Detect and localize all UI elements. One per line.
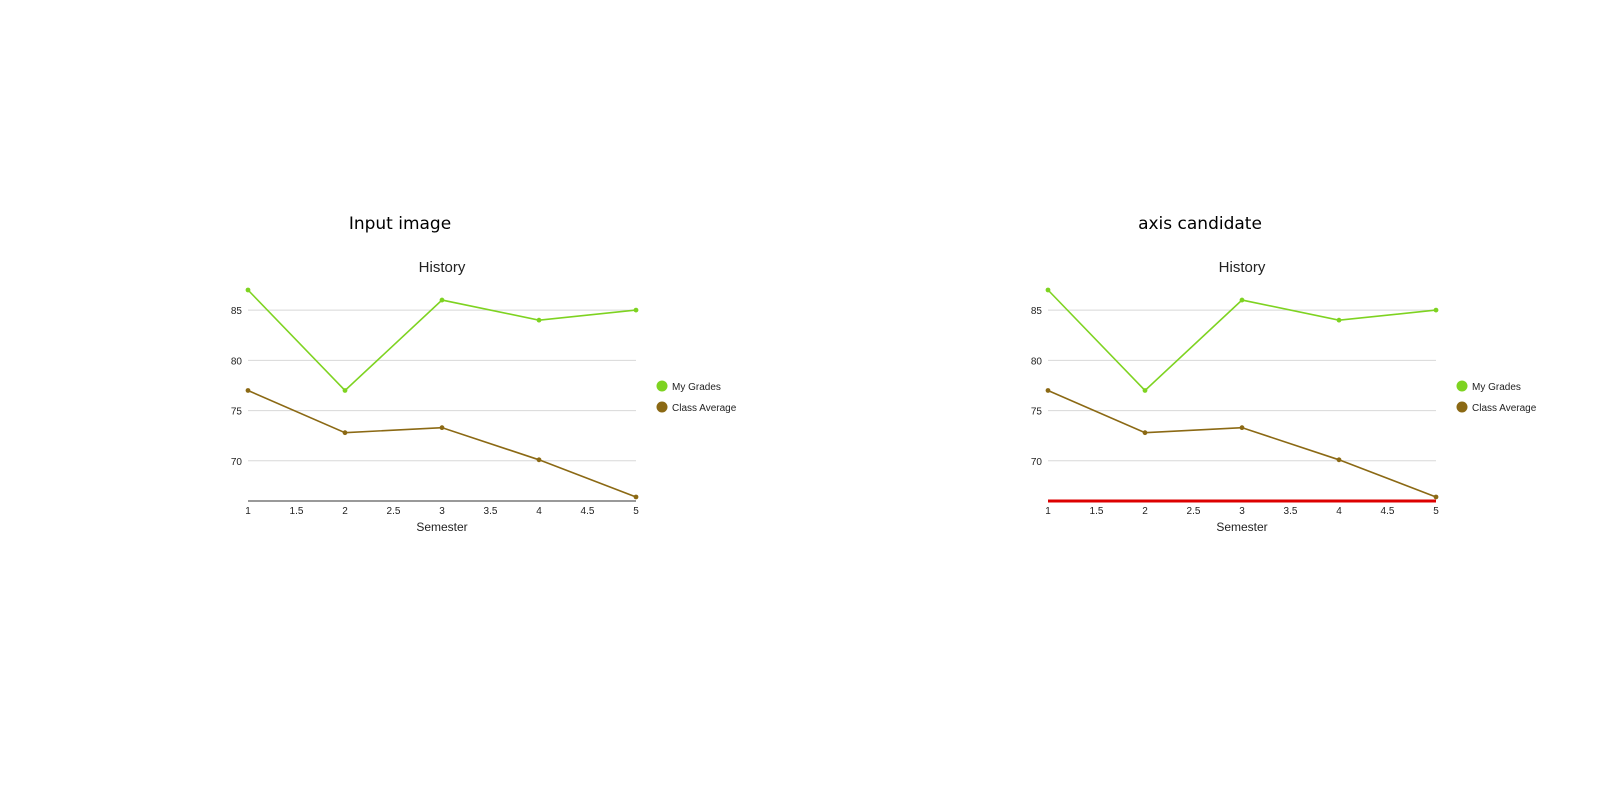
x-tick-label: 1.5 <box>290 506 304 517</box>
x-tick-label: 2.5 <box>1187 506 1201 517</box>
data-point <box>1239 297 1245 303</box>
chart-title: History <box>419 259 466 276</box>
y-tick-label: 75 <box>1031 407 1043 418</box>
y-tick-label: 85 <box>1031 306 1043 317</box>
legend-label: My Grades <box>672 382 721 393</box>
series-line <box>1047 389 1437 498</box>
x-tick-label: 3 <box>1239 506 1245 517</box>
data-point <box>1142 430 1148 436</box>
x-tick-label: 4.5 <box>581 506 595 517</box>
data-point <box>633 494 639 500</box>
x-tick-label: 4 <box>1336 506 1342 517</box>
data-point <box>1433 494 1439 500</box>
data-point <box>439 297 445 303</box>
series-line <box>247 289 637 392</box>
x-tick-label: 2.5 <box>387 506 401 517</box>
line-chart: History 70 75 80 85 1 1.5 2 2.5 3 3.5 4 4.5 5 Semester… <box>1031 259 1537 534</box>
legend-marker <box>656 401 668 413</box>
data-point <box>1045 287 1051 293</box>
data-point <box>1336 317 1342 323</box>
y-tick-label: 80 <box>231 356 243 367</box>
data-point <box>1336 457 1342 463</box>
x-tick-label: 1 <box>1045 506 1051 517</box>
x-axis-title: Semester <box>1216 520 1267 534</box>
panel-title: Input image <box>348 214 452 234</box>
data-point <box>1239 425 1245 431</box>
data-point <box>536 457 542 463</box>
x-axis-title: Semester <box>416 520 467 534</box>
data-point <box>245 388 251 393</box>
legend-label: Class Average <box>672 403 737 414</box>
x-tick-label: 3.5 <box>1284 506 1298 517</box>
x-tick-label: 1 <box>245 506 251 517</box>
line-chart: History 70 75 80 85 1 1.5 2 2.5 3 3.5 4 4.5 5 Semester… <box>231 259 737 534</box>
legend-marker <box>656 380 668 392</box>
x-tick-label: 5 <box>1433 506 1439 517</box>
legend-label: My Grades <box>1472 382 1521 393</box>
chart-title: History <box>1219 259 1266 276</box>
y-tick-label: 85 <box>231 306 243 317</box>
data-point <box>245 287 251 293</box>
x-tick-label: 1.5 <box>1090 506 1104 517</box>
x-tick-label: 4 <box>536 506 542 517</box>
series-line <box>1047 289 1437 392</box>
x-tick-label: 2 <box>342 506 348 517</box>
data-point <box>1142 388 1148 393</box>
data-point <box>342 430 348 436</box>
x-tick-label: 3.5 <box>484 506 498 517</box>
series-line <box>247 389 637 498</box>
y-tick-label: 70 <box>231 457 243 468</box>
data-point <box>439 425 445 431</box>
panel-title: axis candidate <box>1138 214 1262 234</box>
x-tick-label: 5 <box>633 506 639 517</box>
panel-axis-candidate: axis candidate History 70 75 80 85 1 1.5 2 2.5 3 3… <box>800 0 1600 800</box>
legend-marker <box>1456 401 1468 413</box>
y-tick-label: 70 <box>1031 457 1043 468</box>
y-tick-label: 80 <box>1031 356 1043 367</box>
data-point <box>1433 307 1439 313</box>
x-tick-label: 4.5 <box>1381 506 1395 517</box>
y-tick-label: 75 <box>231 407 243 418</box>
data-point <box>342 388 348 393</box>
data-point <box>536 317 542 323</box>
data-point <box>633 307 639 313</box>
legend-label: Class Average <box>1472 403 1537 414</box>
data-point <box>1045 388 1051 393</box>
x-tick-label: 2 <box>1142 506 1148 517</box>
legend-marker <box>1456 380 1468 392</box>
panel-input-image: Input image History 70 75 80 85 1 1.5 2 2.5 3 3.5 4… <box>231 214 737 534</box>
x-tick-label: 3 <box>439 506 445 517</box>
